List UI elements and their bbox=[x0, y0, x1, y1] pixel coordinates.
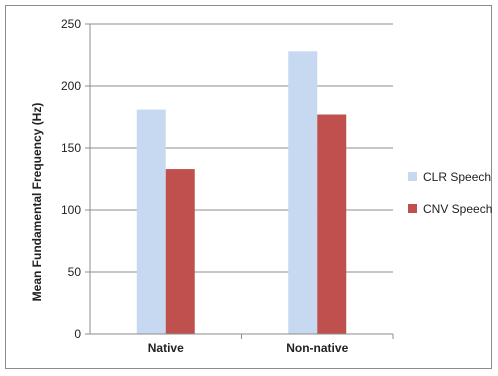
x-tick-label-native: Native bbox=[148, 341, 184, 355]
y-axis-title: Mean Fundamental Frequency (Hz) bbox=[30, 103, 44, 302]
gridlines bbox=[90, 23, 393, 273]
legend-swatch-clr-speech bbox=[408, 172, 417, 181]
legend-swatch-cnv-speech bbox=[408, 204, 417, 213]
bars bbox=[136, 51, 347, 335]
x-tick-labels: Native Non-native bbox=[148, 341, 349, 355]
legend-label-cnv-speech: CNV Speech bbox=[423, 202, 492, 216]
y-tick-label: 0 bbox=[74, 327, 81, 341]
x-tick-label-non-native: Non-native bbox=[286, 341, 348, 355]
bar-cnv-speech-native bbox=[165, 169, 195, 334]
y-tick-label: 50 bbox=[68, 265, 82, 279]
y-tick-label: 250 bbox=[61, 17, 81, 31]
y-tick-labels: 0 50 100 150 200 250 bbox=[61, 17, 81, 341]
bar-cnv-speech-non-native bbox=[317, 114, 347, 335]
chart-frame bbox=[5, 5, 492, 369]
y-tick-label: 150 bbox=[61, 141, 81, 155]
y-tick-label: 200 bbox=[61, 79, 81, 93]
legend: CLR Speech CNV Speech bbox=[408, 170, 492, 216]
bar-clr-speech-native bbox=[136, 109, 166, 334]
y-tick-label: 100 bbox=[61, 203, 81, 217]
axes bbox=[85, 23, 394, 339]
legend-label-clr-speech: CLR Speech bbox=[423, 170, 491, 184]
bar-clr-speech-non-native bbox=[288, 51, 318, 334]
